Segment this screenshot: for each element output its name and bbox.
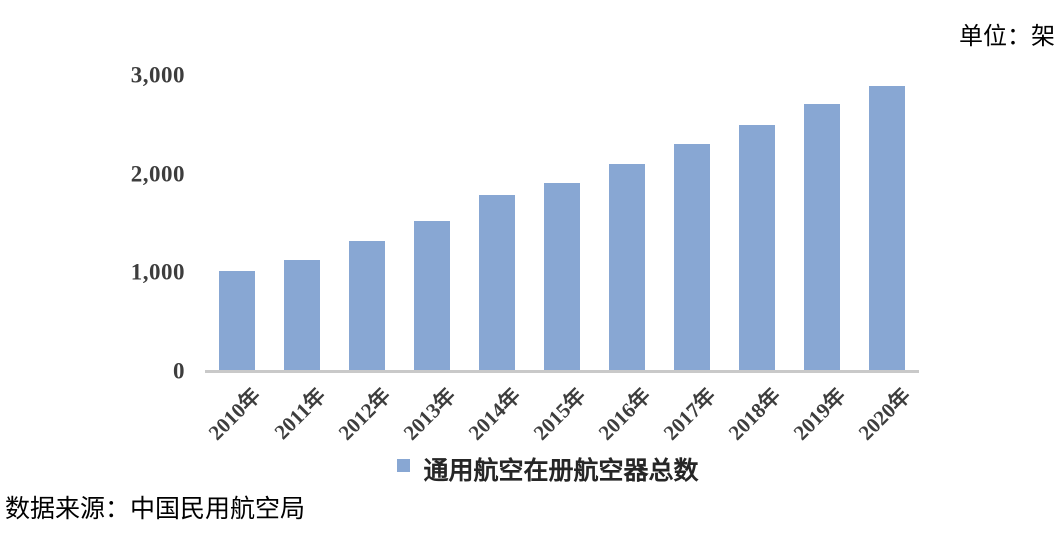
bar-2012	[349, 241, 386, 371]
bar-2011	[284, 260, 321, 371]
bar-2015	[544, 183, 580, 371]
bar-2010	[219, 271, 256, 371]
y-tick-label: 1,000	[130, 259, 185, 285]
x-axis-line	[205, 370, 919, 373]
bar-2019	[803, 103, 840, 371]
x-tick-label: 2013年	[398, 383, 461, 445]
x-tick-label: 2016年	[593, 383, 656, 445]
x-tick-label: 2018年	[723, 383, 785, 445]
bar-2018	[738, 124, 775, 371]
x-tick-label: 2020年	[853, 383, 915, 445]
bar-2013	[414, 221, 451, 371]
source-label: 数据来源：中国民用航空局	[5, 496, 306, 523]
x-tick-label: 2015年	[528, 383, 591, 445]
y-tick-label: 0	[173, 358, 185, 384]
bar-2017	[673, 144, 710, 371]
x-tick-label: 2019年	[788, 383, 850, 445]
y-tick-label: 2,000	[130, 161, 185, 187]
bar-2014	[479, 194, 516, 371]
x-tick-label: 2014年	[463, 383, 526, 445]
legend: 通用航空在册航空器总数	[205, 451, 919, 487]
bar-2016	[608, 164, 645, 371]
legend-marker-icon	[397, 459, 411, 472]
x-tick-label: 2017年	[658, 383, 721, 445]
bar-2020	[868, 85, 905, 371]
unit-label: 单位：架	[959, 24, 1055, 50]
y-tick-label: 3,000	[130, 62, 185, 88]
legend-label: 通用航空在册航空器总数	[423, 458, 699, 485]
bar-series	[205, 75, 919, 371]
